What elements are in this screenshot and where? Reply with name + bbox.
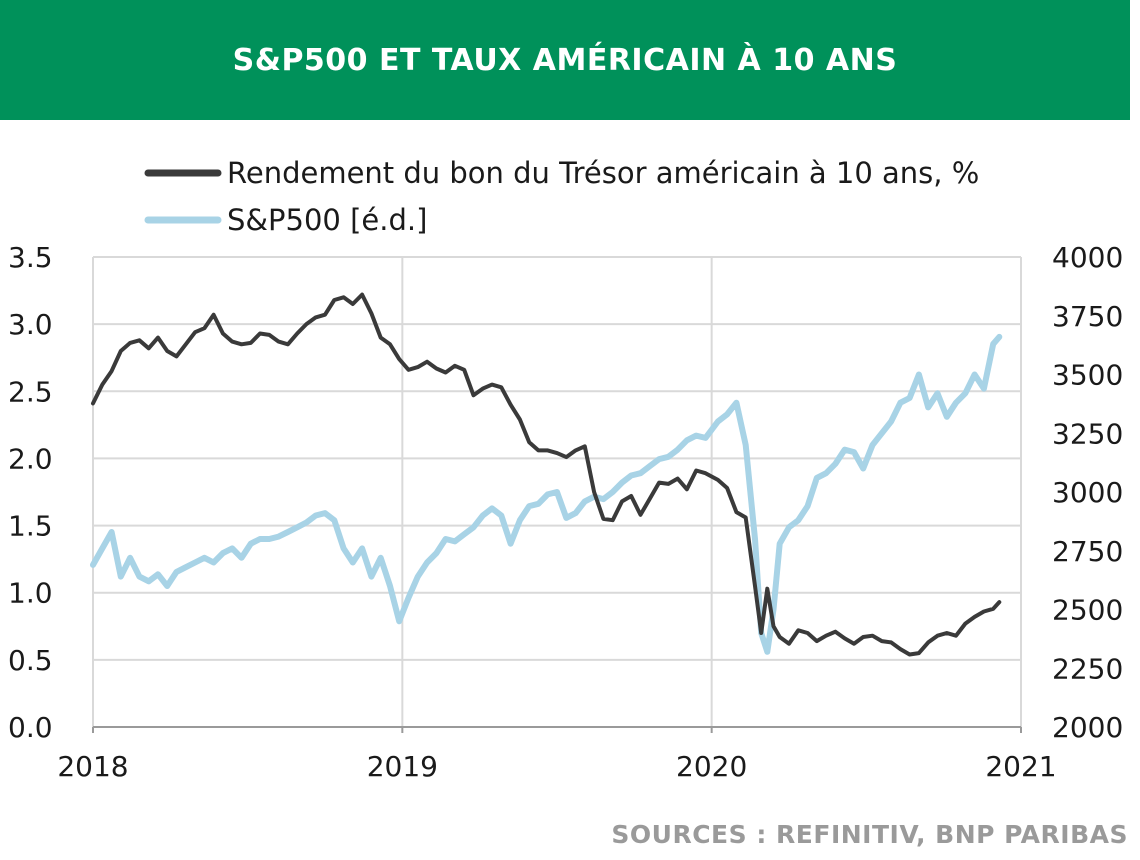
source-note: SOURCES : REFINITIV, BNP PARIBAS: [611, 820, 1128, 849]
y-right-tick-label: 2000: [1052, 711, 1123, 744]
legend-label: Rendement du bon du Trésor américain à 1…: [227, 156, 979, 190]
series-line-treasury-yield: [91, 292, 1002, 657]
y-right-tick-label: 4000: [1052, 241, 1123, 274]
y-right-tick-label: 2250: [1052, 652, 1123, 685]
y-left-tick-label: 0.0: [8, 711, 53, 744]
y-left-tick-label: 0.5: [8, 644, 53, 677]
x-tick-label: 2018: [57, 750, 128, 783]
y-left-tick-label: 1.5: [8, 510, 53, 543]
y-right-tick-label: 2750: [1052, 535, 1123, 568]
y-left-tick-label: 2.5: [8, 375, 53, 408]
x-tick-label: 2021: [985, 750, 1056, 783]
y-right-tick-label: 3500: [1052, 359, 1123, 392]
header-banner: S&P500 ET TAUX AMÉRICAIN À 10 ANS: [0, 0, 1130, 120]
y-left-tick-label: 2.0: [8, 442, 53, 475]
y-left-tick-label: 3.5: [8, 241, 53, 274]
y-right-tick-label: 3750: [1052, 300, 1123, 333]
y-right-tick-label: 2500: [1052, 594, 1123, 627]
x-tick-label: 2020: [676, 750, 747, 783]
y-right-tick-label: 3250: [1052, 417, 1123, 450]
chart-title: S&P500 ET TAUX AMÉRICAIN À 10 ANS: [232, 42, 898, 78]
y-left-tick-label: 3.0: [8, 308, 53, 341]
y-right-tick-label: 3000: [1052, 476, 1123, 509]
y-left-tick-label: 1.0: [8, 577, 53, 610]
x-tick-label: 2019: [367, 750, 438, 783]
legend-label: S&P500 [é.d.]: [227, 203, 427, 237]
series-line-sp500: [90, 333, 1003, 655]
chart-area: 0.0 0.5 1.0 1.5 2.0 2.5 3.0 3.5 2000 2250 2500 2750…: [8, 156, 1123, 783]
